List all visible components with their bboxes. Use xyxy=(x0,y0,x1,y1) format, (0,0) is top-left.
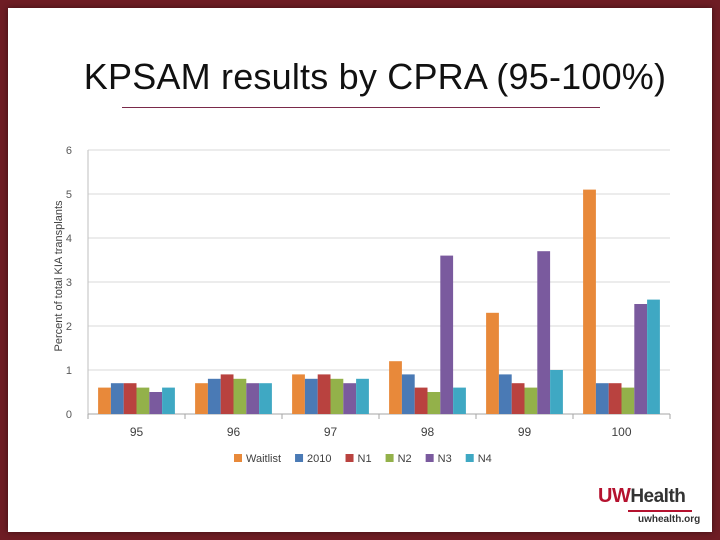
title-divider xyxy=(122,107,600,108)
bar-n1-97 xyxy=(317,374,331,414)
bar-waitlist-97 xyxy=(292,374,305,414)
legend-label-n3: N3 xyxy=(438,453,452,465)
y-axis-title: Percent of total KIA transplants xyxy=(53,200,65,352)
y-tick-label: 2 xyxy=(66,321,72,333)
x-tick-label: 99 xyxy=(518,425,532,439)
bar-n2-99 xyxy=(524,387,538,414)
legend-swatch-2010 xyxy=(295,454,304,462)
bar-2010-96 xyxy=(207,378,221,414)
bar-n2-96 xyxy=(233,378,247,414)
bar-n3-100 xyxy=(634,304,648,414)
bar-waitlist-100 xyxy=(583,189,596,414)
logo-wordmark: UWHealth xyxy=(598,485,686,508)
x-tick-label: 100 xyxy=(611,425,631,439)
legend-swatch-n2 xyxy=(385,454,394,462)
bar-n3-97 xyxy=(343,383,357,414)
legend-swatch-n1 xyxy=(345,454,354,462)
legend-label-n1: N1 xyxy=(358,453,372,465)
bar-2010-98 xyxy=(401,374,415,414)
legend-swatch-n3 xyxy=(425,454,434,462)
axis-labels: 0 1 2 3 4 5 6 95 96 97 98 99 100 Percent of total KIA… xyxy=(53,145,632,439)
bar-2010-99 xyxy=(498,374,512,414)
y-tick-label: 1 xyxy=(66,365,72,377)
x-tick-label: 97 xyxy=(324,425,338,439)
y-tick-label: 0 xyxy=(66,409,72,421)
bar-waitlist-96 xyxy=(195,383,208,414)
bar-2010-97 xyxy=(304,378,318,414)
legend: Waitlist 2010 N1 N2 N3 N4 xyxy=(234,453,492,465)
bar-n3-96 xyxy=(246,383,260,414)
legend-label-2010: 2010 xyxy=(307,453,331,465)
bar-n4-98 xyxy=(453,387,466,414)
bar-n2-97 xyxy=(330,378,344,414)
bar-n3-99 xyxy=(537,251,551,414)
x-tick-label: 96 xyxy=(227,425,241,439)
bar-waitlist-95 xyxy=(98,387,111,414)
bar-chart: 0 1 2 3 4 5 6 95 96 97 98 99 100 Percent of total KIA… xyxy=(53,145,671,465)
bar-n3-98 xyxy=(440,255,454,414)
bars xyxy=(98,189,660,414)
y-tick-label: 4 xyxy=(66,233,72,245)
y-tick-label: 5 xyxy=(66,189,72,201)
bar-2010-100 xyxy=(595,383,609,414)
slide: KPSAM results by CPRA (95-100%) 0 1 2 3 4 5 6 9… xyxy=(8,8,712,532)
logo-underline xyxy=(628,510,692,512)
legend-label-n4: N4 xyxy=(478,453,492,465)
bar-n2-98 xyxy=(427,392,441,414)
bar-n4-99 xyxy=(550,370,563,414)
logo-health: Health xyxy=(630,486,686,507)
y-tick-label: 3 xyxy=(66,277,72,289)
bar-n1-100 xyxy=(608,383,622,414)
bar-waitlist-98 xyxy=(389,361,402,414)
bar-n2-95 xyxy=(136,387,150,414)
bar-n4-96 xyxy=(259,383,272,414)
axes xyxy=(87,150,671,419)
legend-swatch-waitlist xyxy=(234,454,242,462)
slide-title: KPSAM results by CPRA (95-100%) xyxy=(83,56,667,97)
bar-n1-96 xyxy=(220,374,234,414)
gridlines xyxy=(88,149,670,371)
uwhealth-logo: UWHealth uwhealth.org xyxy=(598,485,701,527)
bar-n4-95 xyxy=(162,387,175,414)
x-tick-label: 95 xyxy=(130,425,144,439)
bar-n4-100 xyxy=(647,299,660,414)
bar-n2-100 xyxy=(621,387,635,414)
logo-uw: UW xyxy=(598,485,631,507)
legend-label-n2: N2 xyxy=(398,453,412,465)
bar-n1-95 xyxy=(123,383,137,414)
bar-n3-95 xyxy=(149,392,163,414)
bar-n1-99 xyxy=(511,383,525,414)
legend-label-waitlist: Waitlist xyxy=(246,453,281,465)
bar-n4-97 xyxy=(356,378,369,414)
bar-n1-98 xyxy=(414,387,428,414)
y-tick-label: 6 xyxy=(66,145,72,157)
x-tick-label: 98 xyxy=(421,425,435,439)
bar-waitlist-99 xyxy=(486,312,499,414)
logo-url: uwhealth.org xyxy=(638,514,701,525)
legend-swatch-n4 xyxy=(465,454,474,462)
bar-2010-95 xyxy=(110,383,124,414)
